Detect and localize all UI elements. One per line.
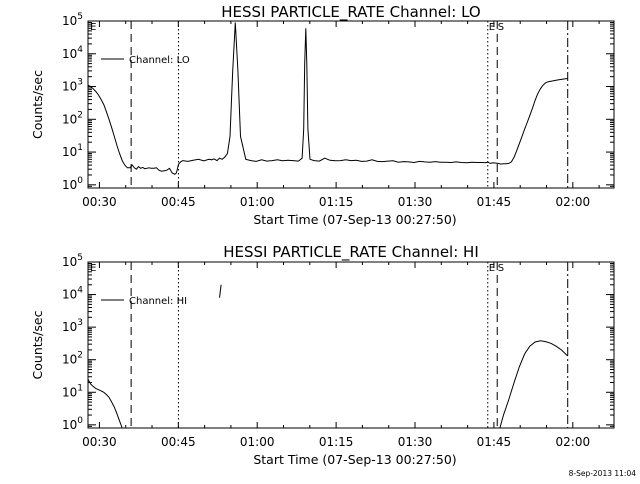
y-tick-label: 102: [62, 110, 83, 126]
y-tick-label: 104: [62, 45, 83, 61]
y-tick-label: 105: [62, 253, 83, 269]
series-line: [499, 340, 569, 428]
event-marker-label: S: [498, 22, 504, 33]
x-tick-label: 00:45: [161, 435, 196, 449]
x-tick-label: 00:30: [82, 435, 117, 449]
event-marker-label: S: [498, 263, 504, 274]
legend-label: Channel: LO: [129, 55, 190, 66]
event-marker-label: E: [90, 263, 96, 274]
y-tick-label: 101: [62, 143, 83, 159]
x-tick-label: 01:00: [240, 435, 275, 449]
event-marker-label: E: [90, 22, 96, 33]
x-tick-label: 01:45: [477, 195, 512, 209]
series-line: [88, 22, 568, 175]
chart-title: HESSI PARTICLE_RATE Channel: LO: [221, 3, 480, 22]
date-stamp: 8-Sep-2013 11:04: [569, 469, 637, 478]
x-axis-label: Start Time (07-Sep-13 00:27:50): [253, 212, 456, 227]
event-marker-label: E: [489, 263, 495, 274]
x-tick-label: 00:30: [82, 195, 117, 209]
x-tick-label: 02:00: [556, 195, 591, 209]
y-tick-label: 105: [62, 12, 83, 28]
x-tick-label: 00:45: [161, 195, 196, 209]
chart-title: HESSI PARTICLE_RATE Channel: HI: [223, 243, 479, 262]
series-group: [88, 22, 568, 175]
x-tick-label: 01:15: [319, 195, 354, 209]
x-tick-label: 01:00: [240, 195, 275, 209]
y-tick-label: 103: [62, 318, 83, 334]
plot-frame: [87, 20, 615, 189]
y-tick-label: 102: [62, 351, 83, 367]
y-axis-label: Counts/sec: [30, 310, 45, 379]
event-marker-label: E: [489, 22, 495, 33]
y-tick-label: 101: [62, 383, 83, 399]
series-group: [88, 284, 569, 428]
y-tick-label: 103: [62, 78, 83, 94]
y-tick-label: 104: [62, 286, 83, 302]
y-tick-label: 100: [62, 416, 83, 432]
x-tick-label: 02:00: [556, 435, 591, 449]
panel-lo: HESSI PARTICLE_RATE Channel: LO 00:30 00:4…: [30, 3, 615, 227]
legend-label: Channel: HI: [129, 296, 187, 307]
y-tick-label: 100: [62, 176, 83, 192]
x-tick-label: 01:30: [398, 435, 433, 449]
x-axis-label: Start Time (07-Sep-13 00:27:50): [253, 452, 456, 467]
x-tick-label: 01:15: [319, 435, 354, 449]
y-axis-label: Counts/sec: [30, 70, 45, 139]
x-tick-label: 01:45: [477, 435, 512, 449]
series-line: [88, 379, 123, 428]
x-tick-label: 01:30: [398, 195, 433, 209]
series-line: [219, 284, 222, 298]
plot-frame: [87, 261, 615, 429]
panel-hi: HESSI PARTICLE_RATE Channel: HI 00:30 00:4…: [30, 243, 615, 467]
